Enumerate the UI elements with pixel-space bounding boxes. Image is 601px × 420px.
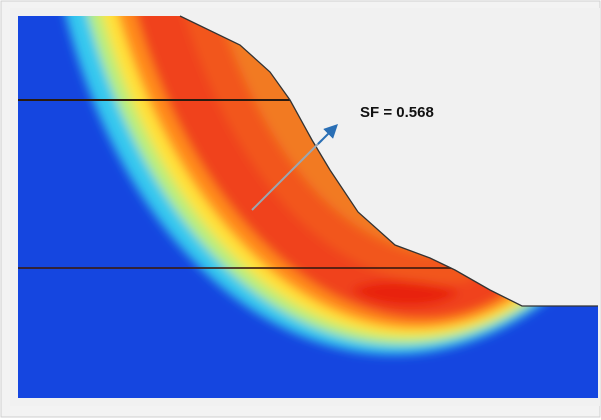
safety-factor-label: SF = 0.568: [360, 104, 434, 121]
band-core: [350, 280, 460, 306]
ground-surface: [179, 15, 598, 307]
slip-direction-arrow: [317, 124, 338, 145]
slip-direction-shaft: [251, 139, 323, 211]
